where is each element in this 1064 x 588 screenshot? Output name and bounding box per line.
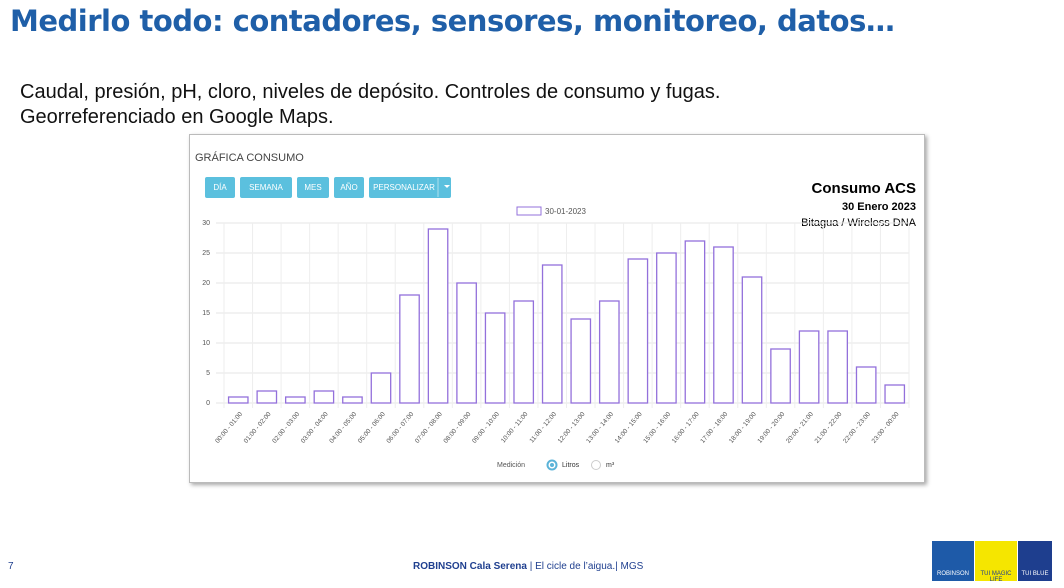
- y-tick-label: 20: [202, 280, 210, 287]
- x-tick-label: 13:00 - 14:00: [585, 411, 615, 445]
- bar: [427, 228, 449, 404]
- radio-label[interactable]: Litros: [562, 462, 580, 469]
- x-tick-label: 21:00 - 22:00: [814, 411, 844, 445]
- button-label[interactable]: SEMANA: [249, 183, 283, 192]
- x-tick-label: 16:00 - 17:00: [671, 411, 701, 445]
- x-tick-label: 08:00 - 09:00: [442, 411, 472, 445]
- logo: ROBINSON: [932, 541, 974, 581]
- bar: [513, 300, 535, 404]
- x-tick-label: 22:00 - 23:00: [842, 411, 872, 445]
- annotation: 30 Enero 2023: [842, 201, 916, 213]
- bar: [484, 312, 506, 404]
- annotation: Consumo ACS: [812, 180, 916, 197]
- button-label[interactable]: MES: [304, 183, 321, 192]
- bar: [770, 348, 791, 404]
- chart: GRÁFICA CONSUMO Consumo ACS 30 Enero 202…: [195, 151, 917, 471]
- bar: [884, 384, 906, 404]
- bar: [741, 276, 763, 404]
- radio-caption: Medición: [497, 462, 525, 469]
- button[interactable]: [240, 177, 292, 198]
- y-tick-label: 0: [206, 400, 210, 407]
- x-tick-label: 18:00 - 19:00: [728, 411, 758, 445]
- y-tick-label: 30: [202, 220, 210, 227]
- button-caret[interactable]: [444, 185, 450, 188]
- x-tick-label: 17:00 - 18:00: [699, 411, 729, 445]
- logo: TUI MAGIC LIFE: [975, 541, 1017, 583]
- x-tick-label: 15:00 - 16:00: [642, 411, 672, 445]
- footer-text: | El cicle de l’aigua.| MGS: [529, 561, 644, 572]
- button[interactable]: [205, 177, 235, 198]
- bar: [399, 294, 420, 404]
- bar: [627, 258, 649, 404]
- y-tick-label: 15: [202, 310, 210, 317]
- radio-button[interactable]: [591, 460, 601, 470]
- bar: [598, 300, 620, 404]
- button-label[interactable]: DÍA: [213, 183, 227, 192]
- x-tick-label: 01:00 - 02:00: [243, 411, 273, 445]
- radio-label[interactable]: m³: [606, 462, 615, 469]
- y-tick-label: 25: [202, 250, 210, 257]
- bar: [456, 282, 477, 404]
- x-tick-label: 03:00 - 04:00: [300, 411, 330, 445]
- bar: [570, 318, 592, 404]
- legend-label: 30-01-2023: [545, 207, 586, 216]
- bar: [656, 252, 677, 404]
- bar: [541, 264, 563, 404]
- bar: [256, 390, 278, 404]
- body-line: Caudal, presión, pH, cloro, niveles de d…: [20, 81, 721, 103]
- x-tick-label: 07:00 - 08:00: [414, 411, 444, 445]
- body-line: Georreferenciado en Google Maps.: [20, 106, 334, 128]
- bar: [855, 366, 877, 404]
- x-tick-label: 19:00 - 20:00: [756, 411, 786, 445]
- chart-panel: GRÁFICA CONSUMO Consumo ACS 30 Enero 202…: [189, 134, 925, 483]
- x-tick-label: 12:00 - 13:00: [557, 411, 587, 445]
- button[interactable]: [297, 177, 329, 198]
- x-tick-label: 11:00 - 12:00: [528, 411, 558, 445]
- footer: ROBINSON Cala Serena | El cicle de l’aig…: [413, 561, 643, 572]
- slide-title: Medirlo todo: contadores, sensores, moni…: [10, 4, 895, 38]
- x-tick-label: 05:00 - 06:00: [357, 411, 387, 445]
- button-label[interactable]: AÑO: [340, 183, 357, 192]
- bar: [313, 390, 335, 404]
- x-tick-label: 14:00 - 15:00: [614, 411, 644, 445]
- bar: [342, 396, 363, 404]
- chart-title: GRÁFICA CONSUMO: [195, 151, 304, 164]
- x-tick-label: 04:00 - 05:00: [328, 411, 358, 445]
- y-tick-label: 10: [202, 340, 210, 347]
- bar: [798, 330, 820, 404]
- button[interactable]: [334, 177, 364, 198]
- logo: TUI BLUE: [1018, 541, 1052, 581]
- bar: [827, 330, 848, 404]
- x-tick-label: 02:00 - 03:00: [271, 411, 301, 445]
- bar: [713, 246, 734, 404]
- footer-brand: ROBINSON Cala Serena: [413, 561, 527, 572]
- button-label[interactable]: PERSONALIZAR: [373, 183, 435, 192]
- x-tick-label: 06:00 - 07:00: [385, 411, 415, 445]
- page-number: 7: [8, 561, 14, 572]
- y-tick-label: 5: [206, 370, 210, 377]
- x-tick-label: 23:00 - 00:00: [871, 411, 901, 445]
- bar: [370, 372, 392, 404]
- bar: [285, 396, 306, 404]
- x-tick-label: 20:00 - 21:00: [785, 411, 815, 445]
- legend-swatch: [516, 206, 542, 216]
- bar: [684, 240, 706, 404]
- x-tick-label: 10:00 - 11:00: [500, 411, 530, 445]
- bar: [227, 396, 249, 404]
- button[interactable]: [369, 177, 451, 198]
- x-tick-label: 00:00 - 01:00: [214, 411, 244, 445]
- x-tick-label: 09:00 - 10:00: [471, 411, 501, 445]
- radio-dot: [550, 463, 554, 467]
